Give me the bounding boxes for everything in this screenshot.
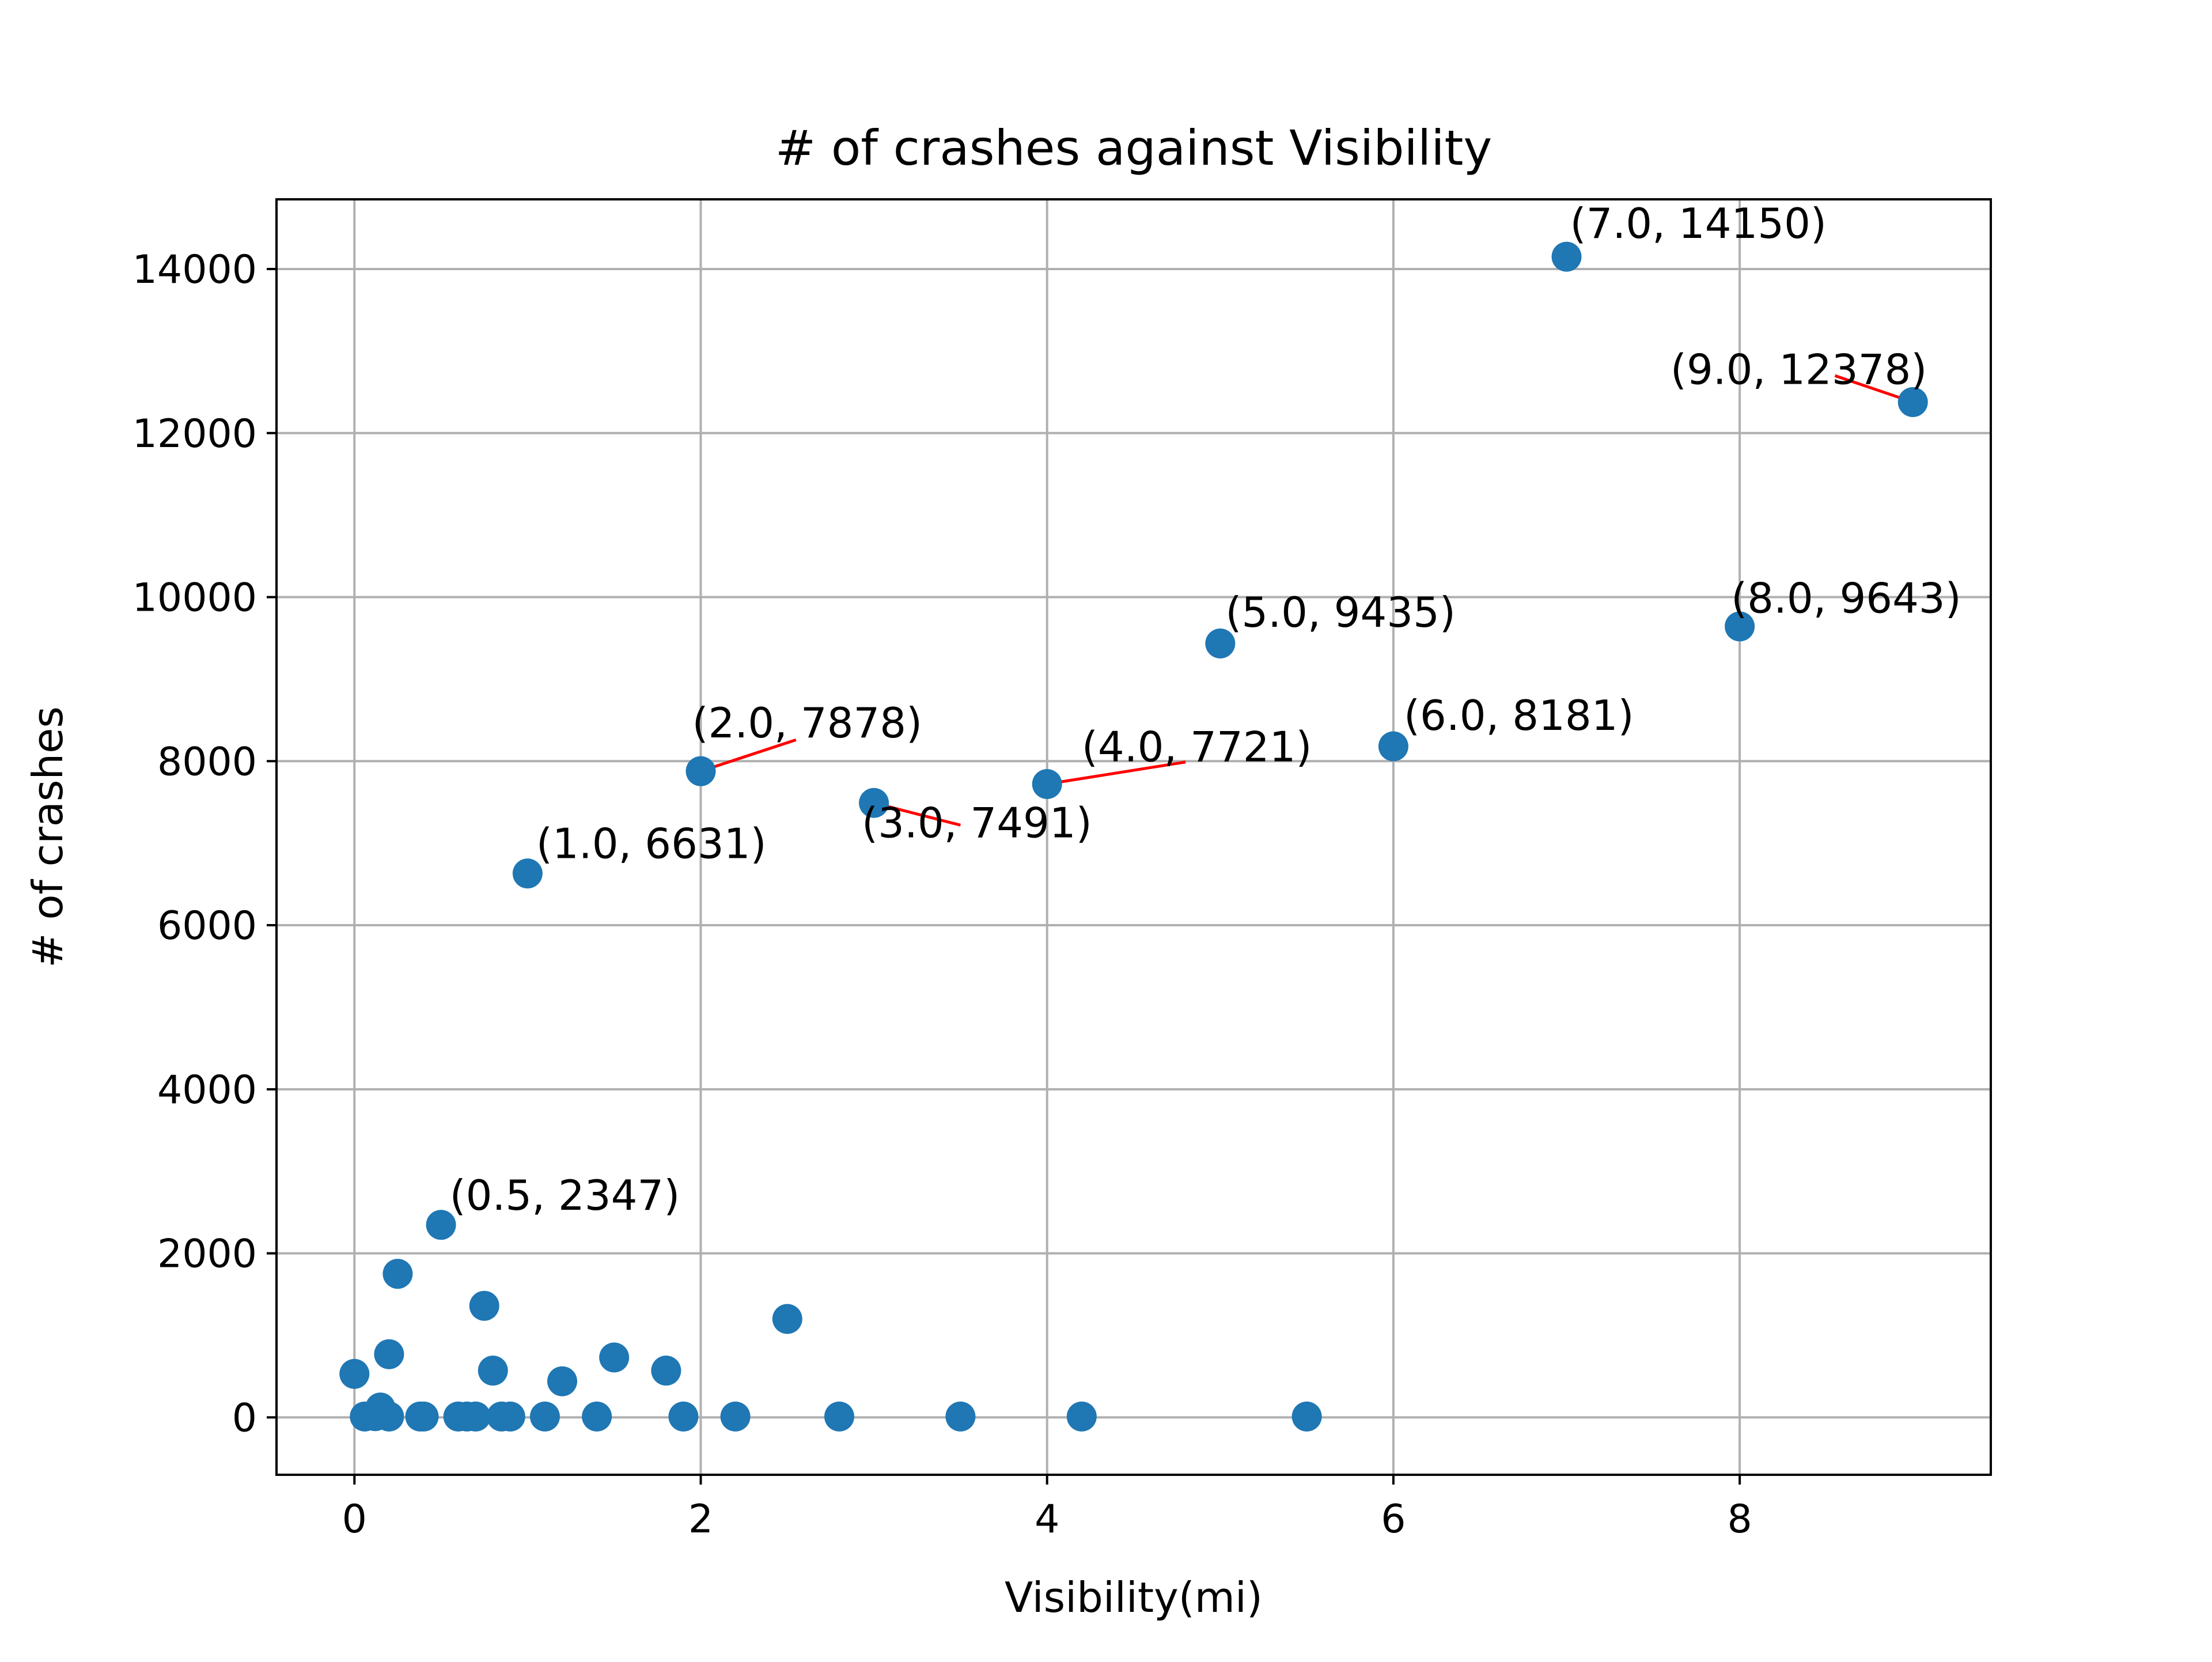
plot-frame	[275, 198, 1992, 1476]
scatter-point	[1066, 1401, 1097, 1432]
point-annotation: (0.5, 2347)	[450, 1171, 680, 1220]
scatter-point	[408, 1401, 439, 1432]
scatter-point	[529, 1401, 560, 1432]
point-annotation: (9.0, 12378)	[1671, 345, 1927, 393]
scatter-point	[1032, 769, 1062, 800]
x-tick-label: 0	[342, 1497, 367, 1542]
scatter-point	[426, 1210, 456, 1240]
y-tick-label: 6000	[157, 903, 257, 949]
scatter-point	[478, 1356, 508, 1386]
y-tick-label: 4000	[157, 1067, 257, 1113]
x-tick-label: 6	[1381, 1497, 1406, 1542]
y-tick-label: 10000	[132, 576, 257, 621]
scatter-point	[339, 1358, 370, 1389]
y-tick-label: 14000	[132, 247, 257, 293]
scatter-point	[1205, 628, 1236, 658]
point-annotation: (8.0, 9643)	[1731, 574, 1961, 623]
point-annotation: (4.0, 7721)	[1082, 722, 1312, 771]
scatter-point	[547, 1366, 577, 1396]
x-tick-label: 8	[1727, 1497, 1752, 1542]
scatter-point	[382, 1259, 413, 1289]
scatter-point	[1725, 611, 1755, 642]
scatter-point	[824, 1401, 854, 1432]
scatter-point	[460, 1401, 491, 1432]
scatter-point	[651, 1356, 681, 1386]
point-annotation: (5.0, 9435)	[1225, 588, 1456, 637]
scatter-point	[859, 788, 889, 818]
point-annotation: (2.0, 7878)	[692, 699, 922, 747]
scatter-point	[374, 1401, 404, 1432]
annotation-labels: (0.5, 2347) (1.0, 6631) (2.0, 7878) (3.0, 7…	[450, 199, 1961, 1220]
scatter-point	[599, 1342, 630, 1373]
scatter-point	[374, 1339, 404, 1369]
scatter-point	[582, 1401, 612, 1432]
scatter-point	[469, 1290, 499, 1321]
x-axis-ticks: 0 2 4 6 8	[342, 1475, 1752, 1542]
scatter-point	[495, 1401, 525, 1432]
scatter-point	[720, 1401, 751, 1432]
scatter-point	[1378, 731, 1408, 762]
point-annotation: (7.0, 14150)	[1570, 199, 1827, 248]
scatter-point	[772, 1304, 802, 1334]
point-annotation: (1.0, 6631)	[536, 819, 767, 868]
scatter-point	[1551, 241, 1582, 272]
scatter-point	[668, 1401, 699, 1432]
x-tick-label: 2	[688, 1497, 713, 1542]
y-tick-label: 8000	[157, 739, 257, 785]
grid-lines	[276, 199, 1991, 1475]
y-tick-label: 0	[232, 1395, 257, 1441]
scatter-point	[1897, 387, 1928, 417]
scatter-point	[945, 1401, 976, 1432]
y-tick-label: 12000	[132, 411, 257, 457]
annotation-connector	[1047, 760, 1186, 786]
point-annotation: (6.0, 8181)	[1404, 691, 1634, 740]
scatter-point	[685, 756, 716, 786]
scatter-point	[512, 858, 543, 889]
y-axis-ticks: 0 2000 4000 6000 8000 10000 12000 14000	[132, 247, 276, 1441]
chart-title: # of crashes against Visibility	[775, 120, 1492, 176]
x-tick-label: 4	[1035, 1497, 1059, 1542]
y-axis-label: # of crashes	[24, 706, 72, 968]
annotation-connector	[700, 738, 797, 773]
scatter-point	[1291, 1401, 1322, 1432]
x-axis-label: Visibility(mi)	[1005, 1573, 1263, 1622]
point-annotation: (3.0, 7491)	[862, 799, 1092, 847]
data-points	[339, 241, 1928, 1432]
y-tick-label: 2000	[157, 1232, 257, 1277]
